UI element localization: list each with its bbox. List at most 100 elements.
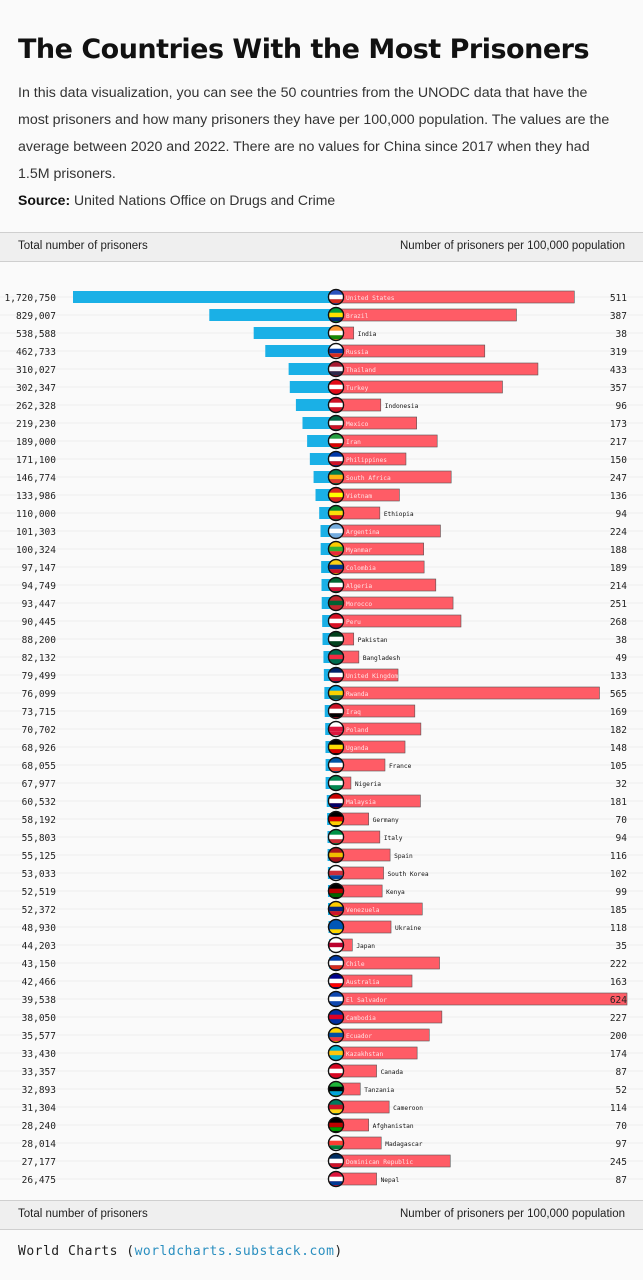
- country-label: Nigeria: [355, 781, 381, 788]
- rate-value-label: 174: [610, 1049, 627, 1060]
- flag-stripe: [329, 384, 343, 390]
- flag-stripe: [329, 492, 343, 498]
- flag-outline: [327, 594, 345, 612]
- flag-stripe: [329, 294, 343, 300]
- rate-value-label: 357: [610, 383, 627, 394]
- total-value-label: 39,538: [22, 995, 57, 1006]
- flag-stripe: [329, 690, 343, 696]
- flag-stripe: [329, 1068, 343, 1074]
- flag-stripe: [330, 983, 342, 988]
- rate-value-label: 224: [610, 527, 627, 538]
- flag-stripe: [330, 1091, 342, 1096]
- flag-outline: [327, 1044, 345, 1062]
- country-label: Indonesia: [385, 403, 419, 410]
- flag-stripe: [329, 1086, 343, 1092]
- flag-stripe: [329, 780, 343, 786]
- flag-stripe: [330, 317, 342, 322]
- flag-outline: [327, 288, 345, 306]
- flag-stripe: [329, 852, 343, 858]
- flag-stripe: [330, 371, 342, 376]
- footer-brand: World Charts: [18, 1244, 118, 1259]
- country-label: Brazil: [346, 313, 369, 320]
- country-label: Rwanda: [346, 691, 369, 698]
- flag-outline: [327, 432, 345, 450]
- rate-value-label: 87: [616, 1067, 627, 1078]
- rate-bar: [335, 920, 392, 934]
- flag-stripe: [329, 960, 343, 966]
- flag-stripe: [330, 767, 342, 772]
- flag-stripe: [329, 330, 343, 336]
- flag-stripe: [329, 510, 343, 516]
- rate-value-label: 38: [616, 635, 628, 646]
- country-label: Russia: [346, 349, 369, 356]
- total-value-label: 26,475: [22, 1175, 56, 1186]
- flag-stripe: [329, 636, 343, 642]
- total-value-label: 67,977: [22, 779, 56, 790]
- flag-outline: [327, 468, 345, 486]
- axis-header-top: Total number of prisoners Number of pris…: [0, 232, 643, 262]
- flag-stripe: [329, 834, 343, 840]
- rate-value-label: 189: [610, 563, 627, 574]
- total-bar: [302, 417, 336, 429]
- flag-stripe: [329, 726, 343, 732]
- total-value-label: 28,014: [22, 1139, 57, 1150]
- flag-stripe: [329, 600, 343, 606]
- rate-value-label: 133: [610, 671, 627, 682]
- flag-outline: [327, 864, 345, 882]
- flag-stripe: [330, 893, 342, 898]
- rate-value-label: 94: [616, 509, 628, 520]
- total-bar: [295, 399, 336, 411]
- total-value-label: 44,203: [22, 941, 56, 952]
- flag-stripe: [330, 695, 342, 700]
- country-label: Tanzania: [364, 1087, 394, 1094]
- flag-outline: [327, 756, 345, 774]
- flag-stripe: [330, 1163, 342, 1168]
- rate-value-label: 181: [610, 797, 627, 808]
- flag-stripe: [330, 1181, 342, 1186]
- flag-stripe: [330, 713, 342, 718]
- flag-outline: [327, 612, 345, 630]
- flag-outline: [327, 558, 345, 576]
- chart-title: The Countries With the Most Prisoners: [18, 34, 590, 65]
- flag-outline: [327, 846, 345, 864]
- flag-stripe: [330, 443, 342, 448]
- flag-stripe: [330, 875, 342, 880]
- country-label: Poland: [346, 727, 369, 734]
- flag-outline: [327, 396, 345, 414]
- total-value-label: 48,930: [22, 923, 57, 934]
- rate-value-label: 136: [610, 491, 627, 502]
- source-text: United Nations Office on Drugs and Crime: [74, 192, 336, 208]
- total-value-label: 60,532: [22, 797, 56, 808]
- country-label: Venezuela: [346, 907, 380, 914]
- flag-stripe: [329, 618, 343, 624]
- flag-stripe: [330, 299, 342, 304]
- flag-stripe: [330, 533, 342, 538]
- flag-stripe: [330, 407, 342, 412]
- country-label: Iraq: [346, 709, 361, 716]
- total-value-label: 302,347: [16, 383, 56, 394]
- axis-left-label-bottom: Total number of prisoners: [18, 1208, 148, 1220]
- total-value-label: 189,000: [16, 437, 56, 448]
- total-value-label: 93,447: [22, 599, 56, 610]
- flag-stripe: [329, 996, 343, 1002]
- country-label: United Kingdom: [346, 673, 398, 680]
- rate-value-label: 222: [610, 959, 627, 970]
- flag-stripe: [329, 672, 343, 678]
- total-value-label: 171,100: [16, 455, 56, 466]
- flag-stripe: [329, 870, 343, 876]
- flag-stripe: [330, 569, 342, 574]
- rate-value-label: 87: [616, 1175, 627, 1186]
- country-label: Algeria: [346, 583, 372, 590]
- rate-value-label: 188: [610, 545, 627, 556]
- total-value-label: 52,372: [22, 905, 56, 916]
- footer-link[interactable]: worldcharts.substack.com: [134, 1244, 335, 1259]
- country-label: Spain: [394, 853, 413, 860]
- total-value-label: 133,986: [16, 491, 56, 502]
- flag-outline: [327, 972, 345, 990]
- rate-value-label: 148: [610, 743, 627, 754]
- country-label: Cameroon: [393, 1105, 423, 1112]
- total-value-label: 100,324: [16, 545, 56, 556]
- flag-stripe: [330, 965, 342, 970]
- flag-stripe: [330, 1001, 342, 1006]
- flag-outline: [327, 630, 345, 648]
